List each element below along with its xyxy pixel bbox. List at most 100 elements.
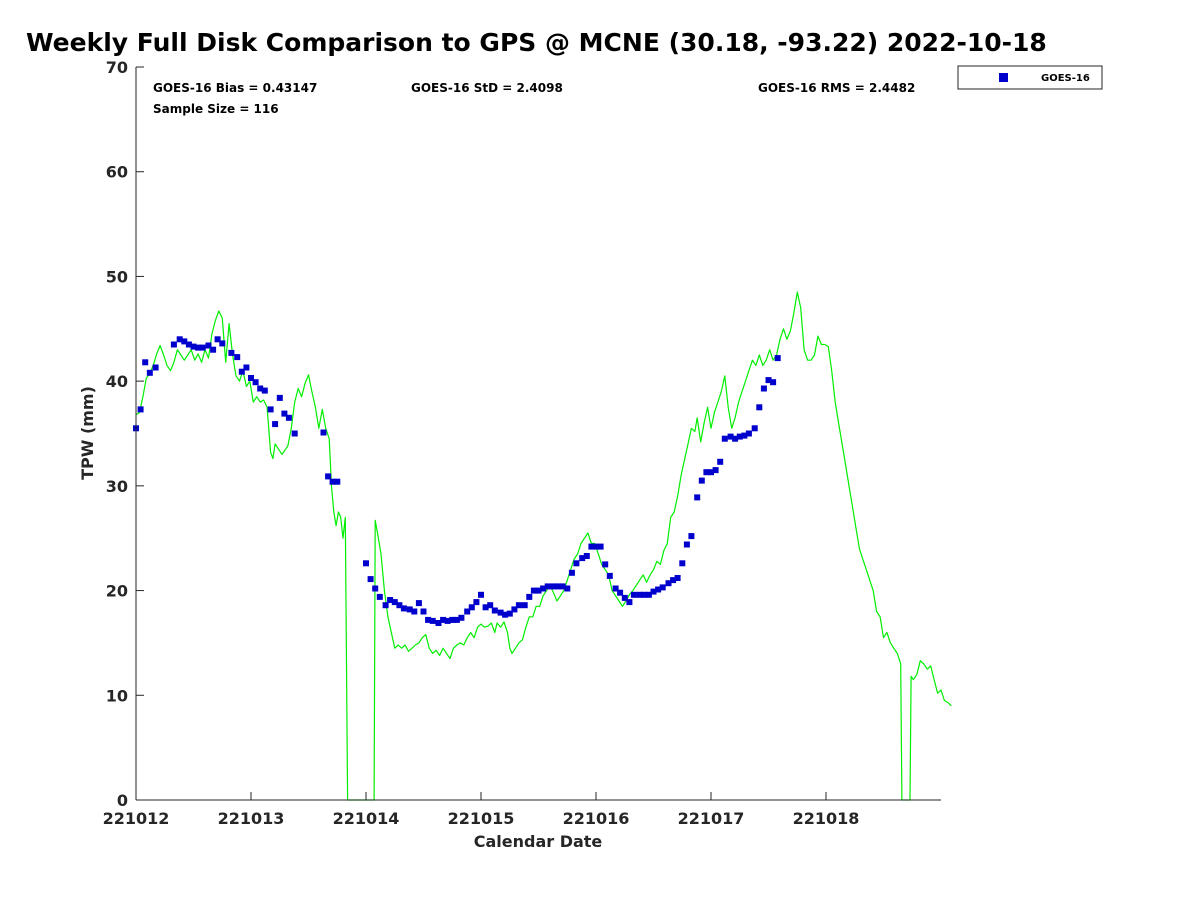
goes16-point [506, 610, 513, 617]
y-axis-title: TPW (mm) [78, 386, 97, 480]
goes16-point [411, 608, 418, 615]
goes16-point [564, 585, 571, 592]
goes16-point [376, 593, 383, 600]
goes16-point [181, 338, 188, 345]
goes16-point [406, 606, 413, 613]
goes16-point [478, 591, 484, 598]
goes16-point [636, 591, 643, 598]
goes16-point [703, 469, 710, 476]
gps-series-line [135, 291, 952, 801]
goes16-point [190, 343, 197, 350]
goes16-point [185, 341, 192, 348]
goes16-point [458, 614, 465, 621]
goes16-point [334, 478, 341, 485]
y-tick-label: 10 [106, 686, 128, 705]
goes16-point [765, 377, 772, 384]
goes16-point [665, 580, 672, 587]
goes16-point [550, 583, 557, 590]
x-tick-label: 221016 [563, 809, 630, 828]
goes16-point [425, 616, 432, 623]
goes16-point [267, 406, 274, 413]
goes16-point [588, 543, 595, 550]
y-tick-label: 70 [106, 58, 128, 77]
goes16-point [176, 336, 183, 343]
goes16-point [770, 379, 777, 386]
y-tick-label: 30 [106, 477, 128, 496]
goes16-point [659, 584, 666, 591]
goes16-point [449, 616, 456, 623]
goes16-point [482, 604, 489, 611]
goes16-point [199, 344, 206, 351]
goes16-point [387, 597, 394, 603]
x-tick-label: 221018 [793, 809, 860, 828]
goes16-point [473, 599, 480, 606]
goes16-point [415, 600, 422, 607]
goes16-point [205, 342, 212, 349]
goes16-point [511, 606, 518, 613]
goes16-point [617, 589, 624, 596]
goes16-point [363, 560, 369, 567]
x-axis-title: Calendar Date [474, 832, 603, 851]
goes16-point [602, 561, 609, 568]
goes16-point [683, 541, 690, 548]
goes16-point [502, 611, 509, 618]
goes16-point [535, 587, 542, 594]
goes16-point [670, 577, 677, 584]
goes16-point [210, 346, 217, 353]
legend-label: GOES-16 [1041, 73, 1090, 84]
x-tick-label: 221012 [103, 809, 170, 828]
rms-stat: GOES-16 RMS = 2.4482 [758, 81, 915, 95]
goes16-point [257, 385, 264, 392]
goes16-point [272, 421, 279, 428]
goes16-point [760, 385, 767, 392]
goes16-point [774, 355, 781, 362]
goes16-point [555, 583, 562, 590]
goes16-point [285, 414, 292, 421]
std-stat: GOES-16 StD = 2.4098 [411, 81, 563, 95]
goes16-point [146, 369, 153, 376]
goes-marker-layer [133, 336, 781, 626]
goes16-point [515, 602, 522, 609]
goes16-point [641, 591, 648, 598]
gps-line-layer [135, 291, 952, 801]
goes16-point [137, 406, 144, 413]
goes16-point [626, 599, 633, 606]
goes16-point [382, 602, 389, 609]
goes16-point [688, 533, 695, 540]
goes16-point [597, 543, 604, 550]
goes16-point [238, 368, 245, 375]
goes16-point [491, 607, 498, 614]
goes16-point [276, 394, 283, 401]
goes16-point [219, 340, 226, 347]
goes16-point [329, 478, 336, 485]
x-tick-label: 221017 [678, 809, 745, 828]
goes16-point [228, 349, 235, 356]
goes16-point [214, 336, 221, 343]
goes16-point [170, 341, 177, 348]
goes16-point [645, 591, 652, 598]
goes16-point [234, 354, 241, 361]
goes16-point [497, 609, 504, 616]
goes16-point [736, 433, 743, 440]
goes16-point [367, 576, 374, 583]
goes16-point [252, 379, 259, 386]
goes16-point [325, 473, 332, 480]
y-tick-label: 20 [106, 582, 128, 601]
goes16-point [593, 543, 599, 550]
goes16-point [429, 617, 436, 624]
goes16-point [630, 591, 637, 598]
goes16-point [655, 586, 662, 593]
goes16-point [679, 560, 686, 567]
goes16-point [396, 602, 403, 609]
goes16-point [391, 599, 398, 606]
goes16-point [435, 620, 442, 626]
goes16-point [756, 404, 763, 411]
goes16-point [712, 467, 719, 474]
x-tick-label: 221014 [333, 809, 400, 828]
goes16-point [440, 616, 447, 623]
goes16-point [281, 410, 288, 417]
goes16-point [717, 458, 724, 465]
goes16-point [741, 432, 748, 439]
goes16-point [727, 433, 734, 440]
y-tick-label: 60 [106, 163, 128, 182]
